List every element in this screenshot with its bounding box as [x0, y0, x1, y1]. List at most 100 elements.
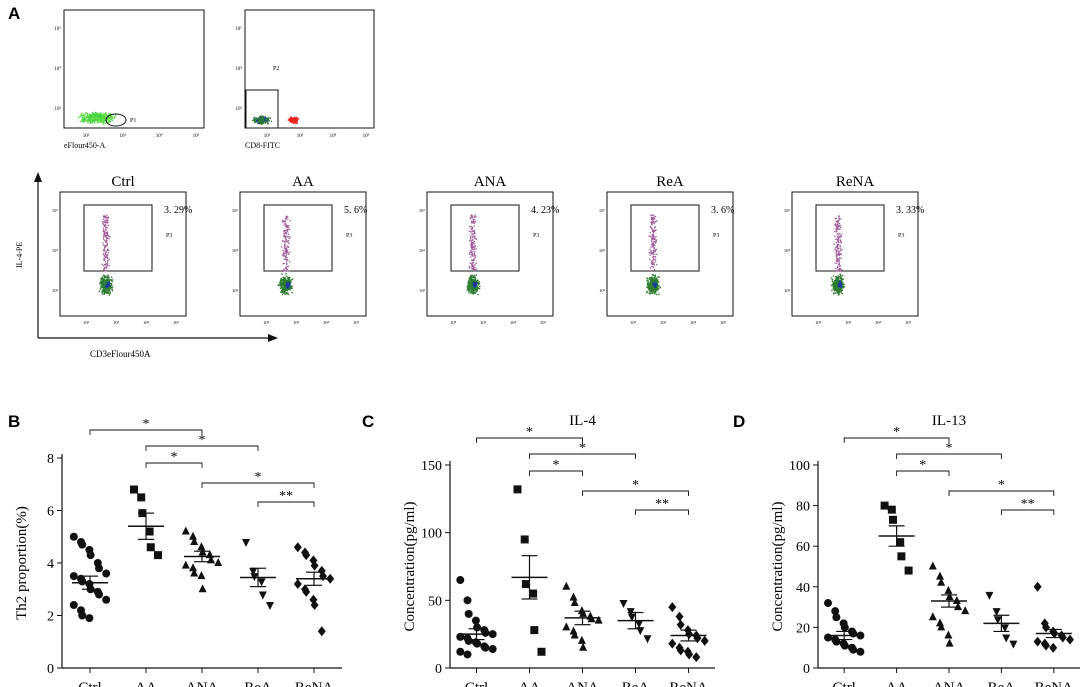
significance-label: * [553, 458, 560, 473]
event-dot [473, 255, 475, 257]
event-dot [285, 273, 287, 275]
event-dot [287, 284, 289, 286]
event-dot [835, 250, 838, 253]
data-point [310, 560, 319, 571]
event-dot [89, 115, 92, 117]
y-axis-label: Concentration(pg/ml) [402, 502, 418, 632]
event-dot [651, 292, 653, 294]
group-flow-title: ReNA [836, 174, 874, 190]
event-dot [107, 234, 109, 236]
summary-charts: Th2 proportion(%)02468CtrlAAANAReAReNA**… [14, 413, 1080, 687]
event-dot [95, 112, 97, 114]
event-dot [654, 229, 656, 231]
event-dot [288, 242, 290, 244]
event-dot [102, 117, 105, 119]
event-dot [285, 238, 288, 241]
event-dot [471, 279, 473, 281]
event-dot [833, 243, 835, 245]
y-tick-label: 80 [796, 500, 810, 515]
flow-x-tick-label: 10⁴ [510, 320, 517, 325]
event-dot [281, 273, 283, 276]
event-dot [108, 281, 111, 284]
event-dot [472, 233, 475, 235]
flow-x-tick-label: 10³ [113, 320, 120, 325]
flow-x-tick-label: 10⁵ [905, 320, 912, 325]
event-dot [467, 280, 470, 282]
event-dot [838, 217, 840, 219]
event-dot [831, 278, 834, 281]
event-dot [471, 226, 474, 228]
panel-label-b: B [8, 412, 20, 431]
event-dot [285, 232, 287, 234]
event-dot [109, 278, 112, 281]
event-dot [650, 241, 653, 243]
event-dot [102, 242, 104, 244]
event-dot [838, 225, 840, 228]
event-dot [652, 218, 655, 220]
significance-label: * [255, 470, 262, 485]
data-point [69, 572, 78, 581]
event-dot [105, 263, 107, 266]
event-dot [654, 226, 657, 228]
data-point [904, 566, 913, 575]
event-dot [837, 258, 840, 260]
event-dot [98, 290, 101, 292]
event-dot [102, 230, 105, 233]
event-dot [472, 242, 474, 244]
gate-label: P3 [713, 233, 719, 239]
event-dot [832, 275, 835, 277]
event-dot [837, 290, 839, 293]
event-dot [840, 257, 843, 260]
y-tick-label: 20 [796, 621, 810, 636]
flow-y-tick-label: 10⁵ [52, 208, 59, 213]
data-point [937, 622, 946, 631]
event-dot [473, 248, 476, 250]
event-dot [470, 292, 472, 295]
event-dot [109, 112, 112, 115]
event-dot [103, 239, 106, 241]
significance-bracket [529, 470, 583, 476]
event-dot [104, 232, 106, 235]
event-dot [107, 120, 110, 122]
data-point [635, 620, 644, 629]
event-dot [838, 267, 841, 270]
event-dot [253, 117, 255, 119]
event-dot [284, 220, 287, 223]
event-dot [834, 224, 836, 227]
event-dot [839, 226, 842, 229]
event-dot [475, 285, 477, 288]
event-dot [655, 293, 658, 296]
event-dot [98, 112, 101, 115]
event-dot [837, 250, 839, 252]
event-dot [658, 287, 660, 290]
event-dot [834, 223, 837, 225]
data-point [1033, 636, 1042, 647]
flow-x-tick-label: 10⁵ [720, 320, 727, 325]
event-dot [472, 249, 475, 251]
event-dot [473, 229, 475, 232]
flow-y-tick-label: 10⁵ [419, 208, 426, 213]
event-dot [284, 237, 287, 239]
event-dot [474, 254, 477, 257]
event-dot [104, 114, 107, 117]
gate-percentage: 4. 23% [531, 205, 559, 216]
event-dot [93, 117, 96, 120]
event-dot [838, 219, 840, 222]
event-dot [103, 233, 106, 236]
event-dot [101, 289, 104, 291]
event-dot [287, 293, 290, 296]
data-point [700, 635, 709, 646]
event-dot [475, 290, 477, 292]
event-dot [474, 256, 477, 259]
event-dot [101, 276, 104, 278]
event-dot [839, 228, 841, 231]
event-dot [646, 291, 648, 294]
event-dot [287, 276, 289, 278]
event-dot [471, 245, 474, 247]
significance-label: * [946, 441, 953, 456]
event-dot [258, 119, 260, 121]
event-dot [103, 248, 106, 250]
event-dot [284, 217, 287, 220]
event-dot [282, 288, 284, 291]
